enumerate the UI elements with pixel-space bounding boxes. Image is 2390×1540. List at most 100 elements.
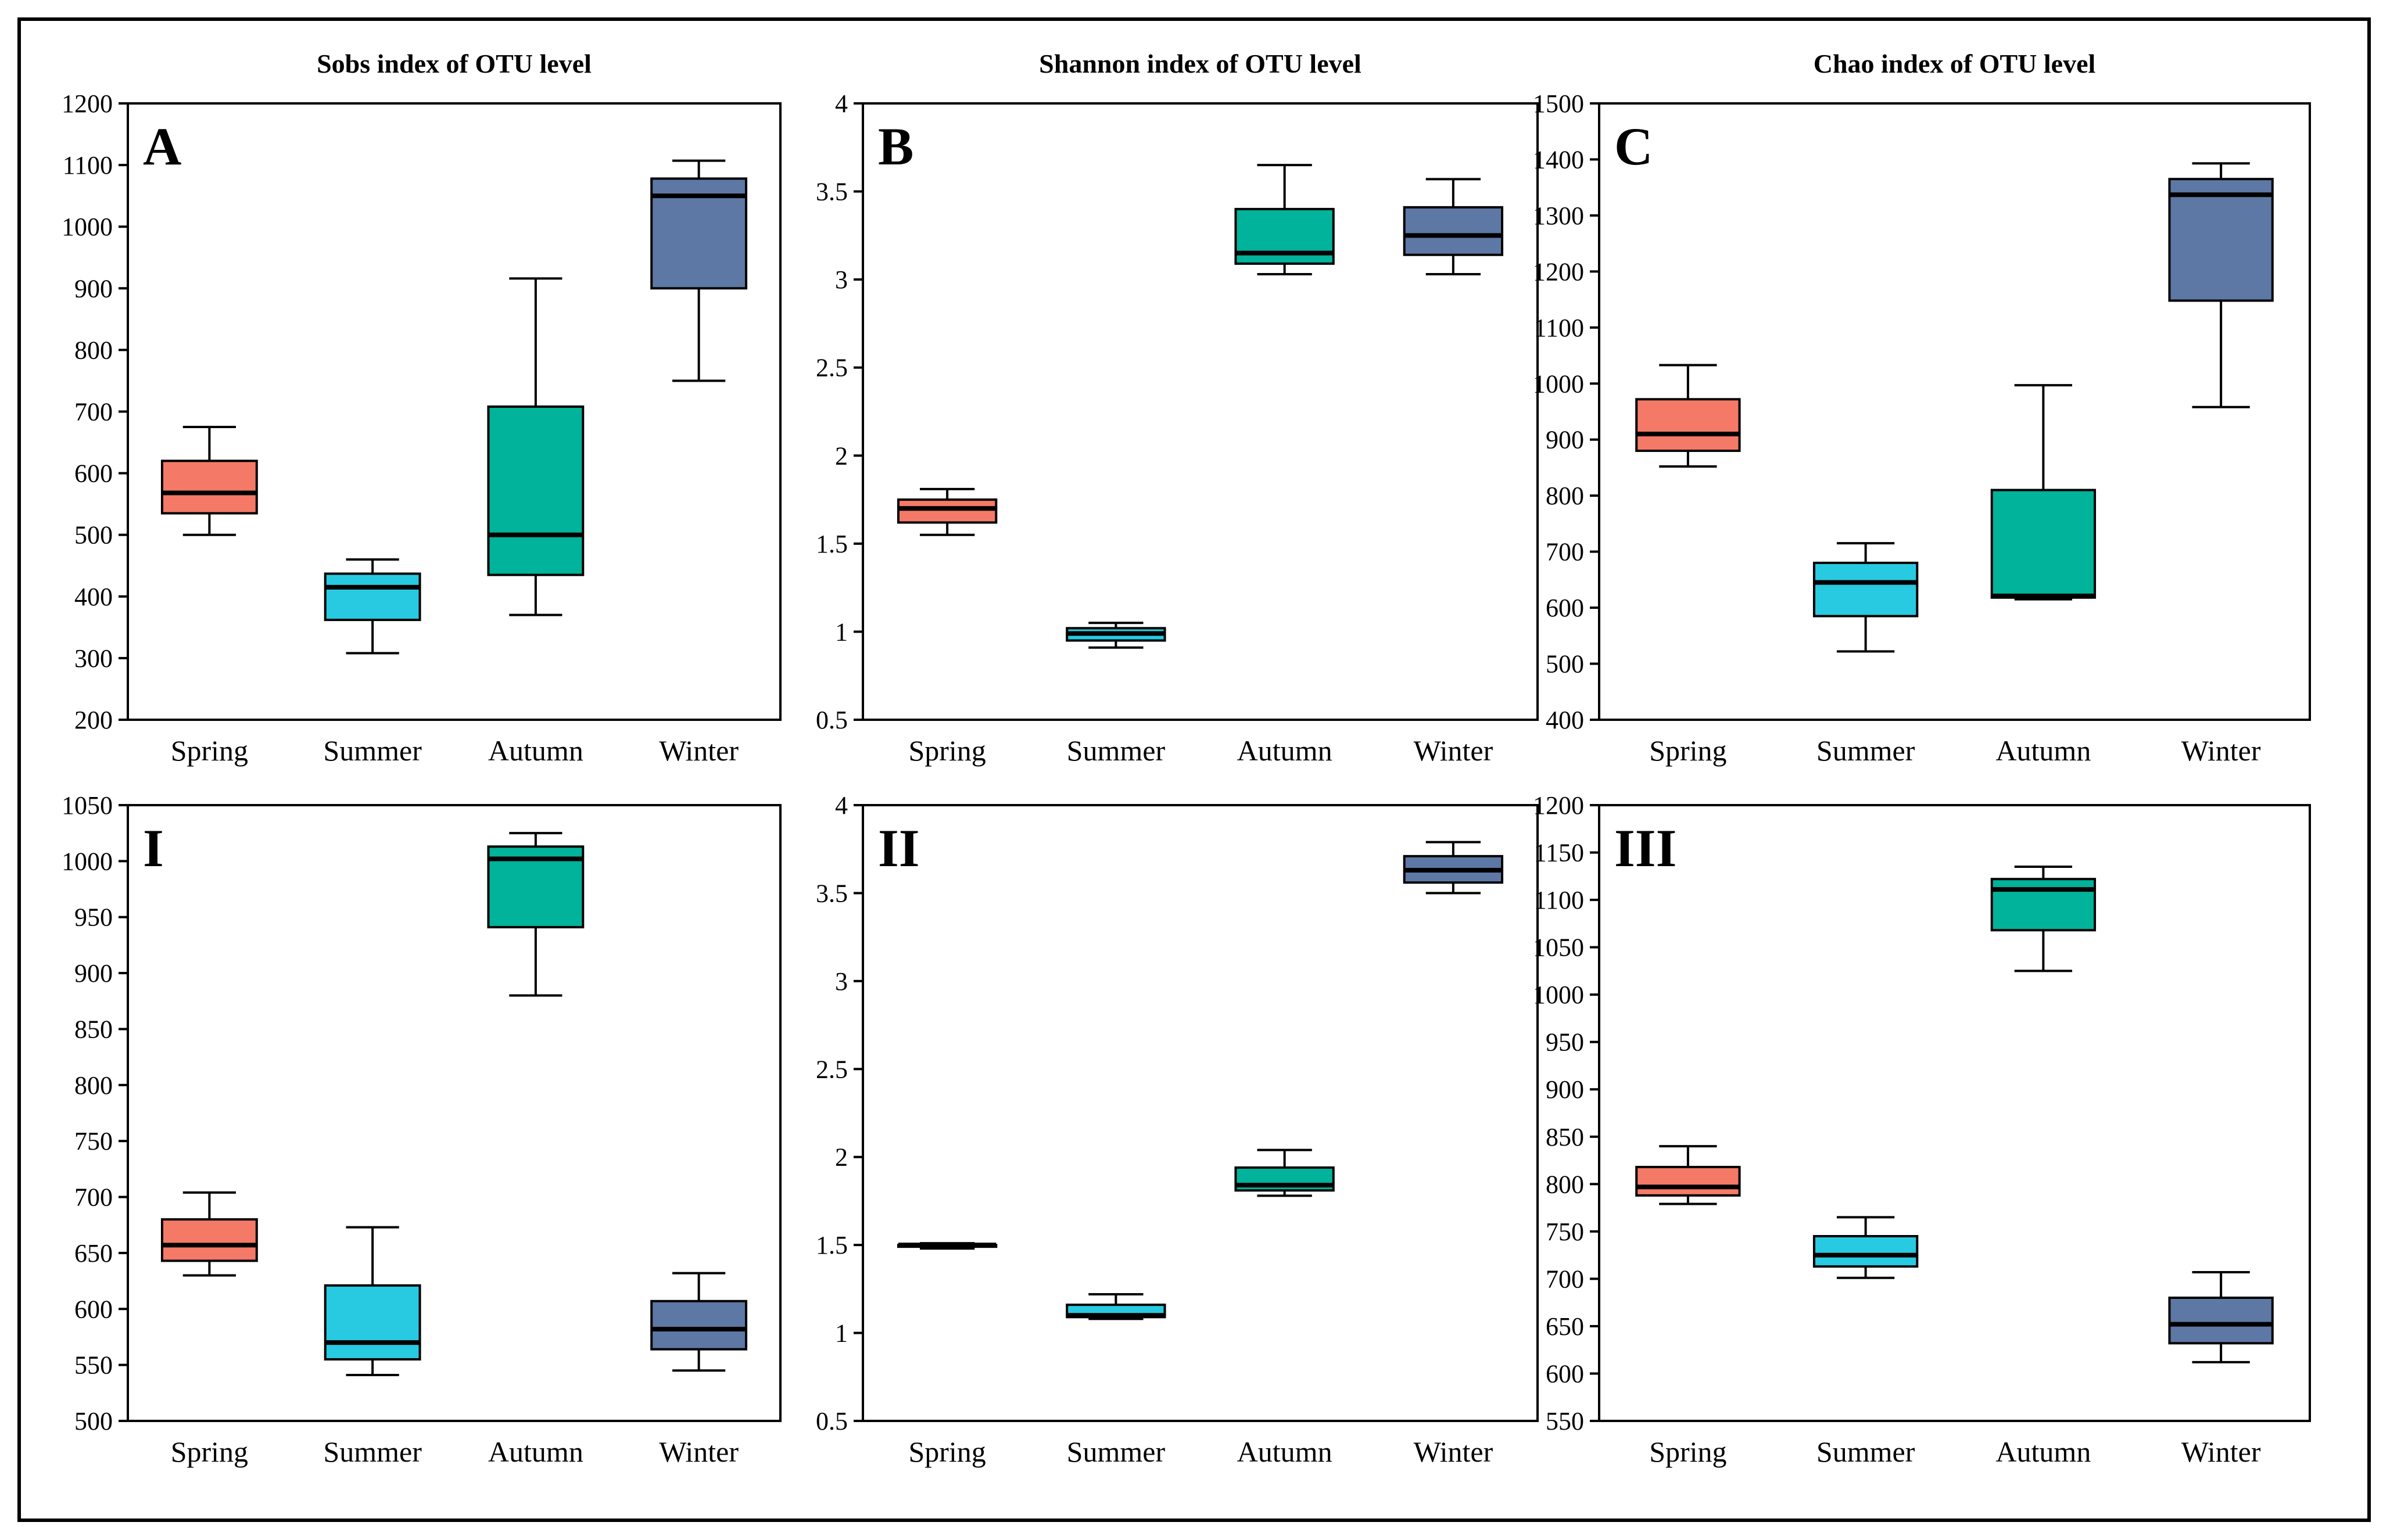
y-tick-label: 2 <box>835 441 848 470</box>
y-tick-label: 900 <box>74 959 113 988</box>
plot-frame <box>862 102 1539 721</box>
chart-title: Shannon index of OTU level <box>1039 49 1361 78</box>
plot-frame <box>862 804 1539 1422</box>
x-category-label: Winter <box>659 734 739 767</box>
x-category-label: Spring <box>1649 734 1726 767</box>
chart-panel-II: 0.5 1 1.5 2 2.5 3 3.5 4 Spring Summer Autumn Winter… <box>816 791 1539 1468</box>
y-tick-label: 750 <box>1546 1218 1584 1246</box>
box-winter <box>650 159 748 382</box>
y-tick-label: 400 <box>1546 706 1584 734</box>
x-category-label: Summer <box>1816 1435 1915 1468</box>
y-tick-label: 550 <box>74 1351 113 1380</box>
y-tick-label: 700 <box>74 398 113 426</box>
y-tick-label: 1 <box>835 1319 848 1348</box>
chart-panel-C: Chao index of OTU level 400 500 600 700 800 90… <box>1533 49 2311 767</box>
y-tick-label: 200 <box>74 706 113 734</box>
box-spring <box>897 487 998 536</box>
x-category-label: Autumn <box>1995 1435 2091 1468</box>
chart-panel-I: 500 550 600 650 700 750 800 850 900 950 1000 1050 Sp… <box>62 791 782 1468</box>
box-spring <box>160 1191 258 1277</box>
y-tick-label: 1200 <box>1533 257 1584 286</box>
box-iqr <box>1635 1165 1741 1197</box>
box-winter <box>1403 178 1504 276</box>
x-category-label: Summer <box>1816 734 1915 767</box>
y-tick-label: 900 <box>74 274 113 303</box>
y-tick-label: 700 <box>74 1183 113 1212</box>
y-tick-label: 700 <box>1546 538 1584 566</box>
box-iqr <box>160 460 258 515</box>
box-winter <box>650 1272 748 1372</box>
y-tick-label: 1500 <box>1533 89 1584 118</box>
y-tick-label: 3.5 <box>816 178 848 206</box>
chart-panel-III: 550 600 650 700 750 800 850 900 950 1000 1050 1100 1… <box>1533 791 2311 1468</box>
box-iqr <box>897 498 998 524</box>
y-tick-label: 850 <box>74 1015 113 1043</box>
y-tick-label: 550 <box>1546 1407 1584 1435</box>
x-category-label: Spring <box>908 1435 986 1468</box>
x-category-label: Spring <box>171 1435 248 1468</box>
panel-letter: C <box>1614 117 1653 176</box>
chart-panel-A: Sobs index of OTU level 200 300 400 500 600 70… <box>62 49 782 767</box>
y-tick-label: 500 <box>74 1407 113 1435</box>
y-tick-label: 1100 <box>63 151 113 180</box>
box-autumn <box>1990 384 2097 601</box>
y-tick-label: 600 <box>74 1295 113 1323</box>
box-autumn <box>1990 866 2097 972</box>
y-tick-label: 2 <box>835 1143 848 1172</box>
y-tick-label: 1200 <box>1533 791 1584 820</box>
box-iqr <box>1990 878 2097 932</box>
box-spring <box>1635 1145 1741 1205</box>
x-category-label: Autumn <box>488 734 583 767</box>
y-tick-label: 900 <box>1546 1075 1584 1104</box>
box-spring <box>1635 364 1741 468</box>
box-summer <box>1812 542 1919 653</box>
y-tick-label: 300 <box>74 644 113 673</box>
box-iqr <box>1990 489 2097 599</box>
y-tick-label: 3 <box>835 967 848 996</box>
box-summer <box>324 558 421 655</box>
box-iqr <box>2168 178 2274 302</box>
box-summer <box>1066 622 1166 649</box>
x-category-label: Summer <box>1067 734 1166 767</box>
box-iqr <box>2168 1297 2274 1345</box>
y-tick-label: 600 <box>1546 594 1584 622</box>
y-tick-label: 400 <box>74 583 113 611</box>
y-tick-label: 750 <box>74 1127 113 1155</box>
y-tick-label: 1100 <box>1534 886 1584 914</box>
y-tick-label: 800 <box>74 336 113 364</box>
x-category-label: Winter <box>2181 1435 2261 1468</box>
box-iqr <box>324 572 421 622</box>
panel-letter: II <box>878 819 920 878</box>
box-autumn <box>487 832 585 997</box>
y-tick-label: 0.5 <box>816 1407 848 1435</box>
y-tick-label: 500 <box>1546 650 1584 679</box>
y-tick-label: 650 <box>74 1239 113 1268</box>
x-category-label: Spring <box>171 734 248 767</box>
y-tick-label: 600 <box>74 460 113 488</box>
y-tick-label: 3 <box>835 265 848 294</box>
chart-title: Chao index of OTU level <box>1814 49 2096 78</box>
x-category-label: Winter <box>2181 734 2261 767</box>
y-tick-label: 4 <box>835 89 848 118</box>
y-tick-label: 650 <box>1546 1312 1584 1341</box>
plot-frame <box>1598 102 2311 721</box>
box-spring <box>897 1242 998 1250</box>
box-iqr <box>487 405 585 576</box>
y-tick-label: 1.5 <box>816 1231 848 1259</box>
y-tick-label: 700 <box>1546 1265 1584 1293</box>
chart-title: Sobs index of OTU level <box>317 49 592 78</box>
box-summer <box>1066 1293 1166 1320</box>
y-tick-label: 600 <box>1546 1359 1584 1388</box>
panel-letter: I <box>143 819 164 878</box>
y-tick-label: 1400 <box>1533 145 1584 174</box>
box-iqr <box>1403 206 1504 256</box>
x-category-label: Autumn <box>1995 734 2091 767</box>
y-tick-label: 1000 <box>1533 369 1584 398</box>
figure-border <box>17 17 2371 1522</box>
y-tick-label: 1150 <box>1534 839 1584 867</box>
y-tick-label: 950 <box>1546 1028 1584 1057</box>
y-tick-label: 1000 <box>62 847 113 875</box>
panel-letter: A <box>143 117 181 176</box>
y-tick-label: 900 <box>1546 426 1584 454</box>
